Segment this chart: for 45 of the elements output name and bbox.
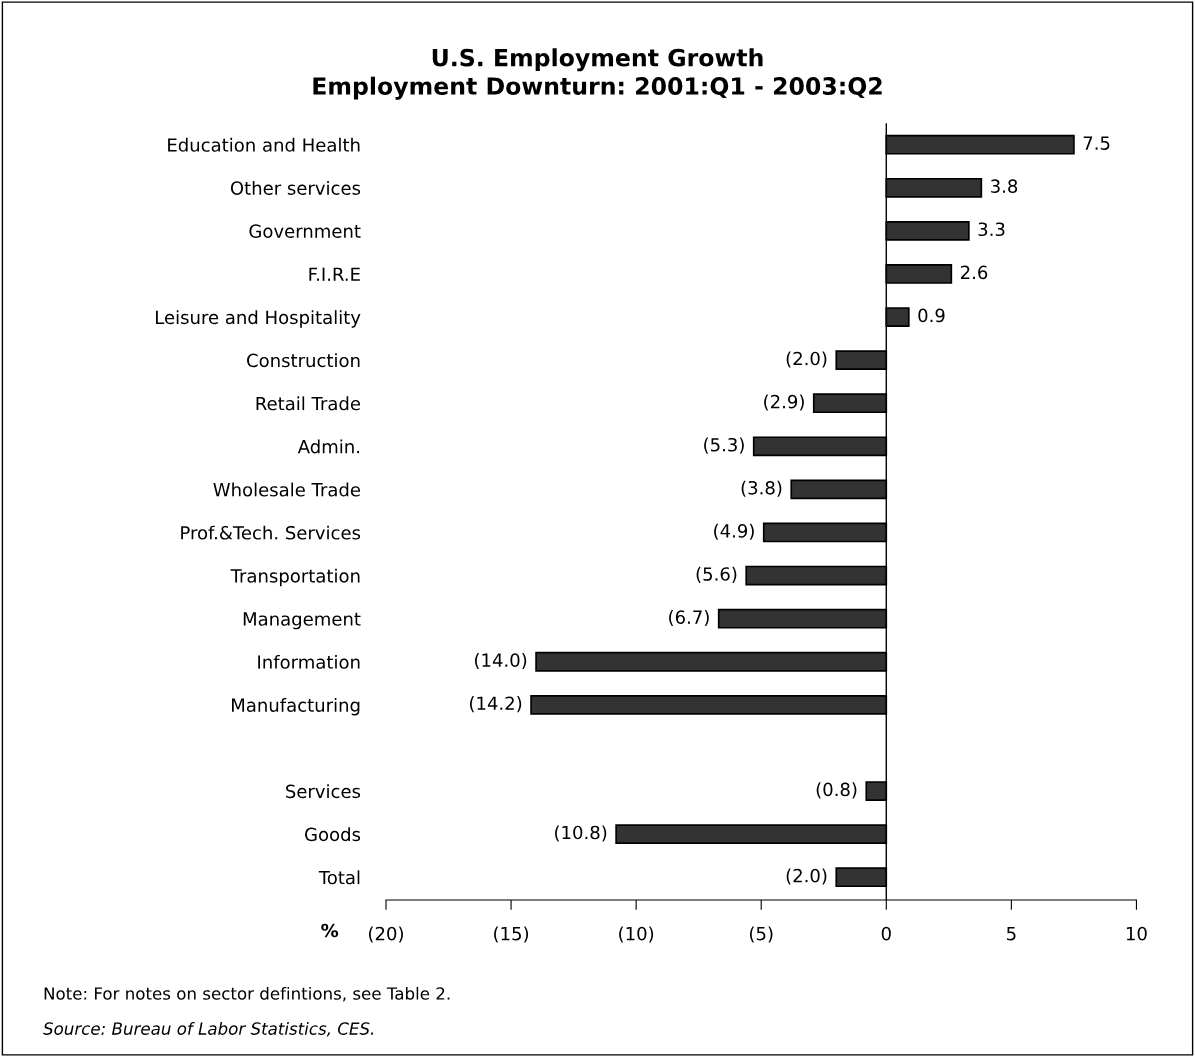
data-label: (6.7) [669, 609, 709, 627]
data-label: (2.0) [786, 868, 827, 885]
y-tick-label: Services [286, 784, 361, 799]
y-tick-label: Goods [305, 827, 361, 842]
y-tick-label: Total [318, 870, 360, 885]
data-label: (5.3) [704, 437, 744, 454]
y-tick-label: Construction [247, 353, 360, 368]
y-tick-label: Management [243, 612, 361, 630]
x-tick-label: 10 [1126, 926, 1147, 941]
source-note: Source: Bureau of Labor Statistics, CES. [43, 1021, 374, 1037]
data-label: 7.5 [1083, 136, 1110, 150]
x-tick-label: (20) [369, 926, 403, 943]
data-label: 3.8 [991, 179, 1018, 194]
x-tick-label: (5) [749, 926, 773, 943]
y-tick-label: Other services [230, 180, 361, 195]
x-tick-label: 0 [881, 926, 891, 941]
data-label: (14.0) [475, 653, 527, 670]
data-label: (0.8) [816, 782, 857, 799]
data-label: (3.8) [741, 480, 782, 497]
data-label: (14.2) [470, 696, 522, 713]
y-tick-label: Manufacturing [232, 697, 360, 716]
data-label: (4.9) [714, 523, 754, 540]
y-tick-label: Admin. [297, 439, 360, 454]
x-tick-label: (15) [494, 926, 529, 943]
x-tick-label: 5 [1007, 926, 1016, 941]
x-tick-label: (10) [619, 926, 654, 943]
y-tick-label: Education and Health [168, 137, 360, 152]
data-label: 3.3 [978, 222, 1005, 237]
y-tick-label: F.I.R.E [309, 267, 360, 281]
y-tick-label: Transportation [230, 568, 360, 587]
data-label: 0.9 [918, 308, 945, 323]
data-label: (5.6) [696, 566, 737, 583]
y-tick-label: Wholesale Trade [213, 482, 361, 497]
data-label: 2.6 [960, 265, 988, 280]
y-tick-label: Leisure and Hospitality [156, 310, 361, 328]
y-tick-label: Retail Trade [256, 396, 361, 411]
y-tick-label: Information [258, 654, 360, 669]
chart-title: U.S. Employment Growth Employment Downturn: 2001:Q1 - 2003:Q2 [313, 48, 882, 100]
data-label: (2.9) [764, 394, 804, 411]
data-label: (2.0) [786, 351, 827, 368]
x-axis-title: % [321, 923, 339, 938]
y-tick-label: Prof.&Tech. Services [181, 525, 361, 540]
data-label: (10.8) [555, 825, 607, 842]
y-tick-label: Government [249, 224, 361, 238]
text: Note: For notes on sector defintions, see Table 2. [44, 986, 450, 1002]
